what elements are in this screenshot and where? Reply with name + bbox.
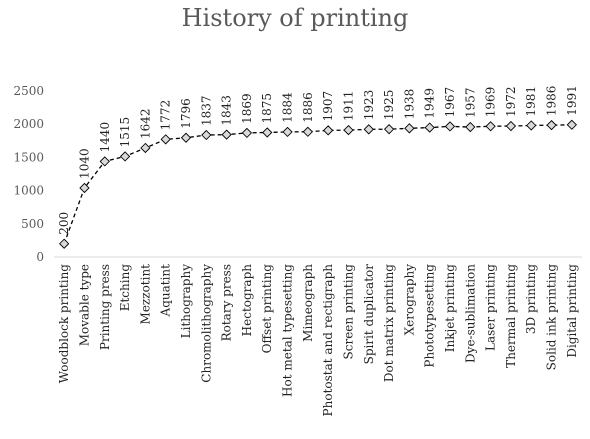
data-value-label: 1772: [159, 100, 173, 131]
category-label: Rotary press: [220, 264, 234, 341]
category-label: Chromolithography: [199, 264, 213, 383]
data-point-marker: [262, 127, 273, 138]
category-label: Hectograph: [240, 264, 254, 337]
y-tick-label: 2000: [13, 117, 44, 131]
category-label: Hot metal typesetting: [281, 264, 295, 397]
data-point-marker: [363, 124, 374, 135]
data-value-label: 1923: [362, 90, 376, 121]
data-point-marker: [566, 119, 577, 130]
data-labels: 200 1040 1440 1515 1642 1772 1796 1837 1843 1869 1…: [57, 85, 579, 234]
category-label: Photostat and rectigraph: [321, 264, 335, 417]
data-value-label: 1869: [240, 93, 254, 124]
y-axis-ticks: 0 500 1000 1500 2000 2500: [13, 84, 44, 264]
data-value-label: 1967: [443, 87, 457, 118]
category-label: Spirit duplicator: [362, 264, 376, 365]
data-value-label: 1884: [281, 92, 295, 123]
y-tick-label: 1500: [13, 150, 44, 164]
data-value-label: 1440: [98, 122, 112, 153]
category-label: Screen printing: [341, 264, 355, 360]
y-tick-label: 1000: [13, 184, 44, 198]
category-label: Solid ink printing: [545, 264, 559, 371]
data-point-marker: [180, 132, 192, 143]
data-value-label: 1907: [321, 91, 335, 122]
data-value-label: 1911: [341, 91, 355, 122]
data-value-label: 1875: [260, 93, 274, 124]
data-point-marker: [444, 121, 456, 132]
y-tick-label: 2500: [13, 84, 44, 98]
category-label: Printing press: [98, 264, 112, 350]
data-value-label: 1886: [301, 92, 315, 123]
data-point-marker: [404, 123, 415, 134]
data-value-label: 1986: [545, 86, 559, 117]
category-labels: Woodblock printing Movable type Printing p…: [57, 264, 579, 417]
data-value-label: 200: [57, 212, 71, 235]
data-value-label: 1949: [423, 88, 437, 119]
y-tick-label: 500: [21, 217, 44, 231]
data-value-label: 1040: [77, 148, 91, 179]
category-label: Thermal printing: [504, 264, 518, 368]
y-tick-label: 0: [36, 250, 44, 264]
data-point-marker: [140, 142, 151, 154]
data-value-label: 1796: [179, 98, 193, 129]
data-point-marker: [424, 122, 435, 133]
data-value-label: 1981: [524, 86, 538, 117]
data-value-label: 1837: [199, 95, 213, 126]
data-point-marker: [546, 119, 557, 131]
category-label: Inkjet printing: [443, 264, 457, 353]
data-point-marker: [241, 127, 253, 139]
category-label: Mimeograph: [301, 264, 315, 342]
data-point-marker: [221, 129, 232, 140]
data-point-marker: [465, 121, 476, 133]
category-label: Digital printing: [565, 264, 579, 358]
data-value-label: 1969: [484, 87, 498, 118]
category-label: Mezzotint: [138, 264, 152, 325]
data-value-label: 1972: [504, 87, 518, 118]
data-point-marker: [160, 134, 171, 145]
data-point-marker: [505, 120, 517, 132]
data-point-marker: [343, 124, 354, 136]
data-point-marker: [59, 238, 70, 249]
data-point-marker: [79, 182, 90, 194]
series-line: [63, 124, 572, 244]
data-point-marker: [201, 129, 212, 141]
data-value-label: 1843: [220, 95, 234, 126]
category-label: Phototypesetting: [423, 264, 437, 368]
category-label: Laser printing: [484, 264, 498, 351]
data-value-label: 1957: [463, 88, 477, 119]
data-value-label: 1938: [402, 89, 416, 120]
category-label: Xerography: [402, 264, 416, 336]
data-point-marker: [119, 151, 131, 162]
category-label: 3D printing: [524, 264, 538, 334]
data-point-marker: [323, 125, 334, 136]
data-point-marker: [526, 120, 537, 131]
category-label: Lithography: [179, 264, 193, 339]
data-point-marker: [302, 126, 313, 137]
data-value-label: 1515: [118, 117, 132, 148]
data-markers: [59, 119, 577, 249]
category-label: Offset printing: [260, 264, 274, 354]
data-point-marker: [383, 124, 395, 135]
data-point-marker: [485, 121, 496, 132]
data-value-label: 1925: [382, 90, 396, 121]
chart-title: History of printing: [181, 4, 409, 32]
category-label: Woodblock printing: [57, 264, 71, 384]
data-value-label: 1642: [138, 108, 152, 139]
category-label: Dye-sublimation: [463, 264, 477, 363]
data-point-marker: [99, 156, 110, 167]
category-label: Dot matrix printing: [382, 264, 396, 382]
data-value-label: 1991: [565, 85, 579, 116]
category-label: Aquatint: [159, 264, 173, 318]
category-label: Movable type: [77, 264, 91, 346]
data-point-marker: [282, 126, 293, 138]
category-label: Etching: [118, 264, 132, 312]
